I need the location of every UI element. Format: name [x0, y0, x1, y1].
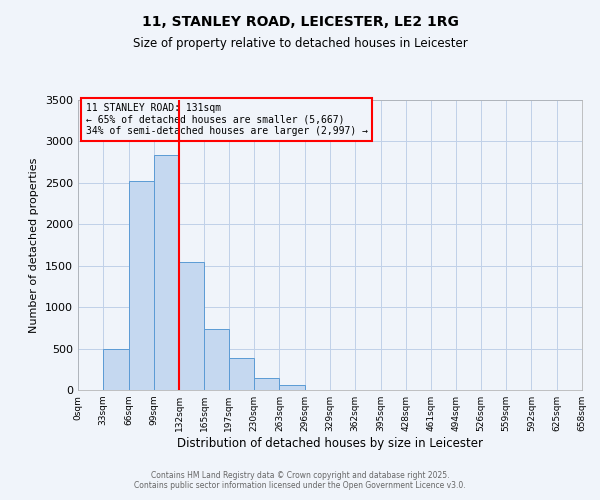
Text: 11 STANLEY ROAD: 131sqm
← 65% of detached houses are smaller (5,667)
34% of semi: 11 STANLEY ROAD: 131sqm ← 65% of detache…	[86, 103, 368, 136]
Text: 11, STANLEY ROAD, LEICESTER, LE2 1RG: 11, STANLEY ROAD, LEICESTER, LE2 1RG	[142, 15, 458, 29]
Bar	[103, 350, 128, 390]
Bar	[205, 328, 229, 390]
Bar	[179, 262, 205, 390]
Bar	[280, 385, 305, 390]
Y-axis label: Number of detached properties: Number of detached properties	[29, 158, 40, 332]
Bar	[154, 154, 179, 390]
Bar	[254, 378, 280, 390]
Text: Size of property relative to detached houses in Leicester: Size of property relative to detached ho…	[133, 38, 467, 51]
X-axis label: Distribution of detached houses by size in Leicester: Distribution of detached houses by size …	[177, 437, 483, 450]
Text: Contains HM Land Registry data © Crown copyright and database right 2025.
Contai: Contains HM Land Registry data © Crown c…	[134, 470, 466, 490]
Bar	[128, 181, 154, 390]
Bar	[229, 358, 254, 390]
